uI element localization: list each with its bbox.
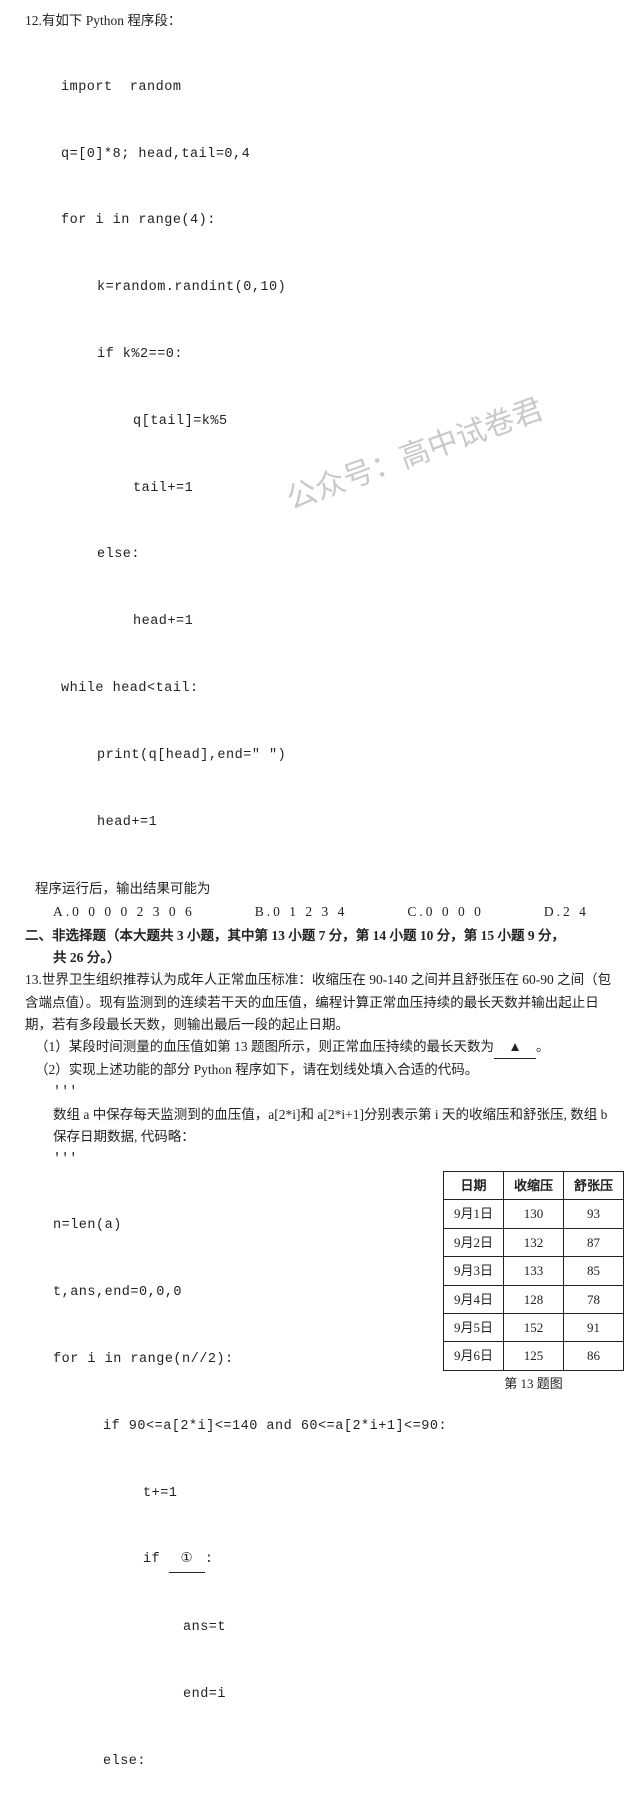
code-line: head+=1 xyxy=(25,812,624,834)
q12-intro: 有如下 Python 程序段： xyxy=(42,13,182,28)
cell: 9月1日 xyxy=(443,1200,503,1228)
q13-lower: n=len(a) t,ans,end=0,0,0 for i in range(… xyxy=(25,1171,624,1820)
th-sys: 收缩压 xyxy=(503,1171,563,1199)
q13-sub1: （1）某段时间测量的血压值如第 13 题图所示，则正常血压持续的最长天数为▲。 xyxy=(25,1036,624,1059)
q13-docstring: ''' 数组 a 中保存每天监测到的血压值，a[2*i]和 a[2*i+1]分别… xyxy=(25,1082,624,1171)
table-row: 日期 收缩压 舒张压 xyxy=(443,1171,623,1199)
code-line: while head<tail: xyxy=(25,678,624,700)
opt-a: A.0 0 0 0 2 3 0 6 xyxy=(53,901,195,923)
q13-table-wrap: 日期 收缩压 舒张压 9月1日13093 9月2日13287 9月3日13385… xyxy=(443,1171,624,1395)
table-row: 9月6日12586 xyxy=(443,1342,623,1370)
sec2-l1: 二、非选择题（本大题共 3 小题，其中第 13 小题 7 分，第 14 小题 1… xyxy=(25,925,624,947)
q12-code: import random q=[0]*8; head,tail=0,4 for… xyxy=(25,32,624,878)
cell: 78 xyxy=(563,1285,623,1313)
cell: 85 xyxy=(563,1257,623,1285)
sec2-l2: 共 26 分。） xyxy=(25,947,624,969)
code-line-blank2: ② xyxy=(53,1818,624,1820)
blank-1: ① xyxy=(169,1549,205,1572)
code-line: tail+=1 xyxy=(25,478,624,500)
code-line: t+=1 xyxy=(53,1483,624,1505)
q13-p1: 世界卫生组织推荐认为成年人正常血压标准：收缩压在 90-140 之间并且舒张压在… xyxy=(25,972,611,1032)
th-dia: 舒张压 xyxy=(563,1171,623,1199)
cell: 91 xyxy=(563,1314,623,1342)
table-caption: 第 13 题图 xyxy=(443,1373,624,1394)
q12-options: A.0 0 0 0 2 3 0 6 B.0 1 2 3 4 C.0 0 0 0 … xyxy=(25,901,624,923)
cell: 87 xyxy=(563,1228,623,1256)
table-row: 9月3日13385 xyxy=(443,1257,623,1285)
q13: 13.世界卫生组织推荐认为成年人正常血压标准：收缩压在 90-140 之间并且舒… xyxy=(25,969,624,1820)
q13-sub2: （2）实现上述功能的部分 Python 程序如下，请在划线处填入合适的代码。 xyxy=(25,1059,624,1081)
q12: 12.有如下 Python 程序段： import random q=[0]*8… xyxy=(25,10,624,923)
code-line-if: if ①: xyxy=(53,1549,624,1572)
cell: 130 xyxy=(503,1200,563,1228)
code-line: for i in range(4): xyxy=(25,210,624,232)
table-row: 9月4日12878 xyxy=(443,1285,623,1313)
opt-b: B.0 1 2 3 4 xyxy=(255,901,348,923)
code-line: q=[0]*8; head,tail=0,4 xyxy=(25,144,624,166)
cell: 9月2日 xyxy=(443,1228,503,1256)
q12-num: 12. xyxy=(25,13,42,28)
q13-s1-post: 。 xyxy=(536,1039,550,1054)
code-line: else: xyxy=(25,544,624,566)
blank-2: ② xyxy=(143,1818,179,1820)
code-line: import random xyxy=(25,77,624,99)
cell: 133 xyxy=(503,1257,563,1285)
code-line: else: xyxy=(53,1751,624,1773)
cell: 152 xyxy=(503,1314,563,1342)
q12-header: 12.有如下 Python 程序段： xyxy=(25,10,624,32)
doc-close: ''' xyxy=(53,1149,624,1171)
q12-after: 程序运行后，输出结果可能为 xyxy=(25,878,624,900)
doc-open: ''' xyxy=(53,1082,624,1104)
cell: 132 xyxy=(503,1228,563,1256)
cell: 9月6日 xyxy=(443,1342,503,1370)
code-line: ans=t xyxy=(53,1617,624,1639)
cell: 86 xyxy=(563,1342,623,1370)
blank-answer: ▲ xyxy=(494,1036,536,1059)
code-line: head+=1 xyxy=(25,611,624,633)
code-line: if 90<=a[2*i]<=140 and 60<=a[2*i+1]<=90: xyxy=(53,1416,624,1438)
th-date: 日期 xyxy=(443,1171,503,1199)
doc-body: 数组 a 中保存每天监测到的血压值，a[2*i]和 a[2*i+1]分别表示第 … xyxy=(53,1104,624,1149)
cell: 9月5日 xyxy=(443,1314,503,1342)
q13-p1-wrap: 13.世界卫生组织推荐认为成年人正常血压标准：收缩压在 90-140 之间并且舒… xyxy=(25,969,624,1036)
cell: 128 xyxy=(503,1285,563,1313)
opt-d: D.2 4 xyxy=(544,901,589,923)
cell: 125 xyxy=(503,1342,563,1370)
table-row: 9月2日13287 xyxy=(443,1228,623,1256)
table-row: 9月5日15291 xyxy=(443,1314,623,1342)
opt-c: C.0 0 0 0 xyxy=(407,901,484,923)
if-post: : xyxy=(205,1552,214,1567)
code-line: print(q[head],end=" ") xyxy=(25,745,624,767)
code-line: q[tail]=k%5 xyxy=(25,411,624,433)
if-pre: if xyxy=(143,1552,169,1567)
cell: 9月4日 xyxy=(443,1285,503,1313)
bp-table: 日期 收缩压 舒张压 9月1日13093 9月2日13287 9月3日13385… xyxy=(443,1171,624,1371)
code-line: k=random.randint(0,10) xyxy=(25,277,624,299)
section-2-header: 二、非选择题（本大题共 3 小题，其中第 13 小题 7 分，第 14 小题 1… xyxy=(25,925,624,970)
code-line: end=i xyxy=(53,1684,624,1706)
cell: 9月3日 xyxy=(443,1257,503,1285)
q13-s1-pre: （1）某段时间测量的血压值如第 13 题图所示，则正常血压持续的最长天数为 xyxy=(35,1039,494,1054)
code-line: if k%2==0: xyxy=(25,344,624,366)
cell: 93 xyxy=(563,1200,623,1228)
q13-num: 13. xyxy=(25,972,42,987)
table-row: 9月1日13093 xyxy=(443,1200,623,1228)
